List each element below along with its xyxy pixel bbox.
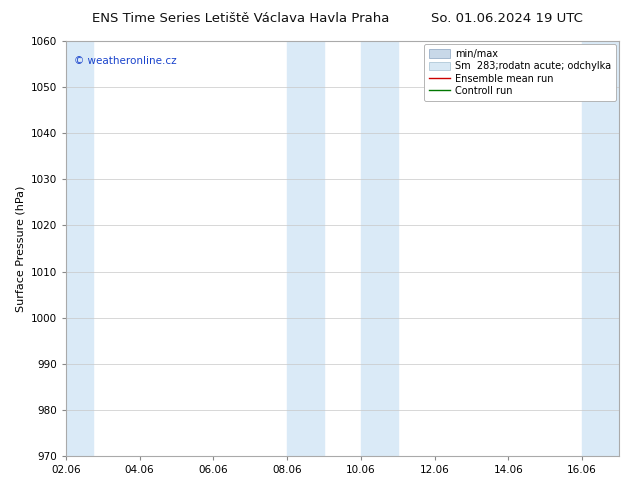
Bar [66, 41, 93, 456]
Legend: min/max, Sm  283;rodatn acute; odchylka, Ensemble mean run, Controll run: min/max, Sm 283;rodatn acute; odchylka, … [424, 44, 616, 101]
Text: ENS Time Series Letiště Václava Havla Praha: ENS Time Series Letiště Václava Havla Pr… [92, 12, 390, 25]
Text: So. 01.06.2024 19 UTC: So. 01.06.2024 19 UTC [431, 12, 583, 25]
Bar [287, 41, 324, 456]
Bar [582, 41, 619, 456]
Bar [361, 41, 398, 456]
Text: © weatheronline.cz: © weatheronline.cz [74, 55, 177, 66]
Y-axis label: Surface Pressure (hPa): Surface Pressure (hPa) [15, 185, 25, 312]
